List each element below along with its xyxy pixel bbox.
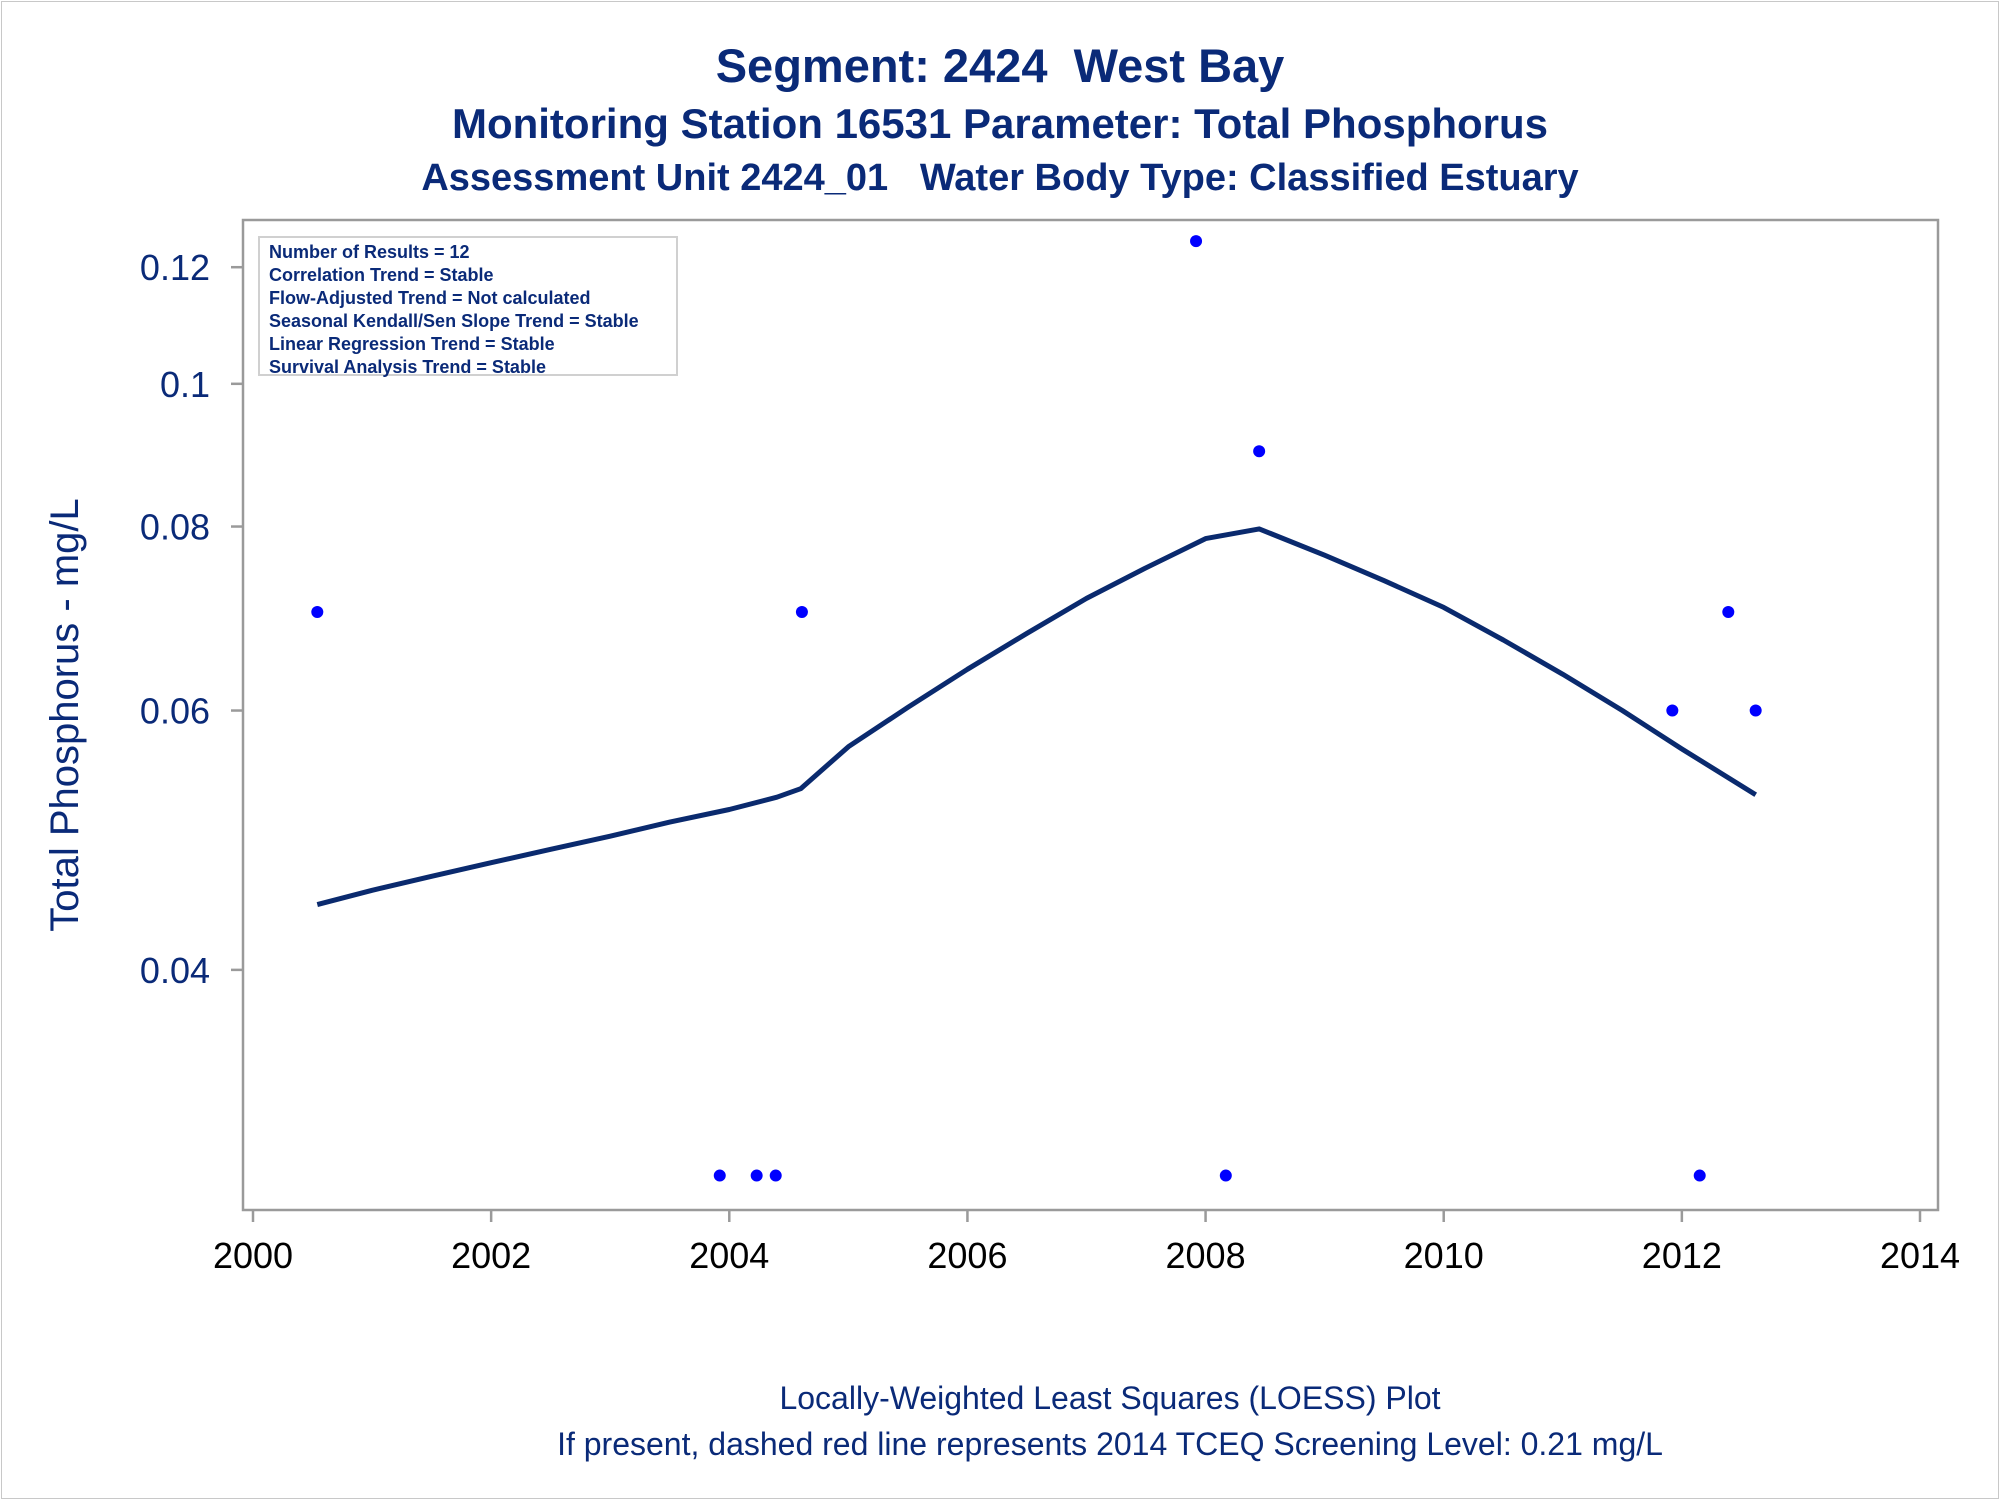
- data-point: [713, 1169, 726, 1182]
- data-point: [750, 1169, 763, 1182]
- data-point: [1190, 235, 1203, 248]
- plot-area: [241, 218, 1940, 1212]
- stat-correlation-trend: Correlation Trend = Stable: [269, 265, 494, 285]
- loess-layer: [316, 526, 1758, 908]
- data-point: [1666, 704, 1679, 717]
- chart-subtitle-station: Monitoring Station 16531 Parameter: Tota…: [451, 100, 1549, 147]
- loess-curve: [316, 526, 1758, 908]
- y-tick-label: 0.12: [140, 247, 210, 288]
- stat-linear-regression-trend: Linear Regression Trend = Stable: [269, 334, 555, 354]
- x-tick-label: 2012: [1642, 1235, 1722, 1276]
- data-point: [311, 605, 324, 618]
- data-point: [1693, 1169, 1706, 1182]
- y-tick-label: 0.08: [140, 507, 210, 548]
- x-tick-label: 2006: [927, 1235, 1007, 1276]
- data-point: [1253, 445, 1266, 458]
- footnote-screening-level: If present, dashed red line represents 2…: [557, 1426, 1663, 1462]
- stat-flow-adjusted-trend: Flow-Adjusted Trend = Not calculated: [269, 288, 591, 308]
- points-layer: [311, 235, 1762, 1182]
- x-tick-label: 2008: [1166, 1235, 1246, 1276]
- x-tick-label: 2002: [451, 1235, 531, 1276]
- data-point: [795, 605, 808, 618]
- trend-stats-box: Number of Results = 12 Correlation Trend…: [258, 236, 678, 377]
- stat-number-of-results: Number of Results = 12: [269, 242, 470, 262]
- y-tick-label: 0.1: [160, 364, 210, 405]
- footnote-plot-type: Locally-Weighted Least Squares (LOESS) P…: [779, 1380, 1441, 1416]
- y-axis: 0.04 0.06 0.08 0.1 0.12: [140, 247, 243, 991]
- data-point: [1749, 704, 1762, 717]
- data-point: [1722, 605, 1735, 618]
- x-tick-label: 2010: [1404, 1235, 1484, 1276]
- x-tick-label: 2000: [213, 1235, 293, 1276]
- chart-subtitle-assessment: Assessment Unit 2424_01 Water Body Type:…: [421, 157, 1579, 199]
- y-axis-label: Total Phosphorus - mg/L: [43, 498, 87, 932]
- y-tick-label: 0.04: [140, 950, 210, 991]
- x-tick-label: 2004: [689, 1235, 769, 1276]
- chart-title: Segment: 2424 West Bay: [715, 39, 1285, 92]
- y-tick-label: 0.06: [140, 691, 210, 732]
- data-point: [1219, 1169, 1232, 1182]
- stat-survival-analysis-trend: Survival Analysis Trend = Stable: [269, 357, 546, 377]
- x-axis: 2000 2002 2004 2006 2008 2010 2012 2014: [213, 1210, 1960, 1276]
- stat-seasonal-kendall-trend: Seasonal Kendall/Sen Slope Trend = Stabl…: [269, 311, 639, 331]
- x-tick-label: 2014: [1880, 1235, 1960, 1276]
- data-point: [769, 1169, 782, 1182]
